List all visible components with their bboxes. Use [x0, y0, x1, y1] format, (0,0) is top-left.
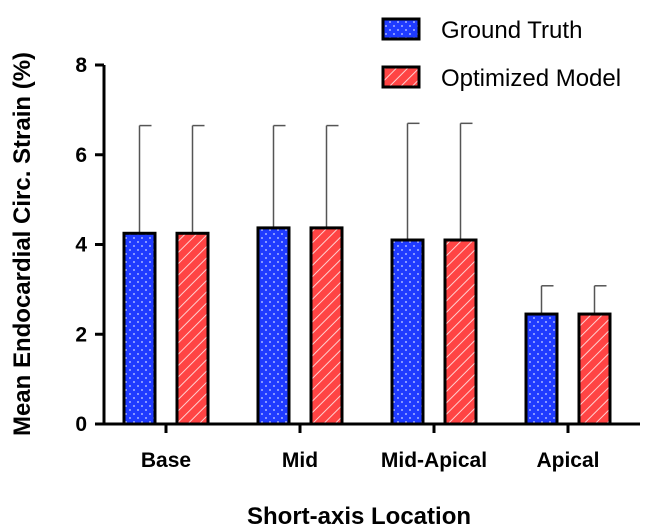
y-tick-label: 0	[75, 413, 87, 436]
y-tick-label: 4	[75, 234, 87, 257]
x-category-label: Mid-Apical	[381, 449, 487, 472]
bar-optimized-model	[175, 231, 210, 426]
y-tick-label: 2	[75, 323, 87, 346]
bars	[122, 122, 612, 426]
x-category-label: Mid	[282, 449, 318, 472]
y-ticks: 0 2 4 6 8	[75, 54, 104, 436]
legend-label-optimized-model: Optimized Model	[441, 65, 621, 92]
legend-swatch-optimized-model	[381, 65, 421, 89]
bar-ground-truth	[122, 231, 157, 426]
x-category-labels: Base Mid Mid-Apical Apical	[141, 424, 600, 472]
x-category-label: Base	[141, 449, 191, 472]
y-axis-title: Mean Endocardial Circ. Strain (%)	[9, 52, 36, 436]
x-category-label: Apical	[536, 449, 599, 472]
bar-optimized-model	[309, 226, 344, 426]
y-tick-label: 8	[75, 54, 87, 77]
y-tick-label: 6	[75, 144, 87, 167]
bar-optimized-model	[443, 238, 478, 426]
legend-label-ground-truth: Ground Truth	[441, 17, 582, 44]
bar-ground-truth	[524, 312, 559, 426]
bar-optimized-model	[577, 312, 612, 426]
bar-ground-truth	[390, 238, 425, 426]
legend: Ground Truth Optimized Model	[381, 17, 621, 92]
bar-ground-truth	[256, 226, 291, 426]
x-axis-title: Short-axis Location	[247, 503, 471, 530]
legend-swatch-ground-truth	[381, 17, 421, 41]
